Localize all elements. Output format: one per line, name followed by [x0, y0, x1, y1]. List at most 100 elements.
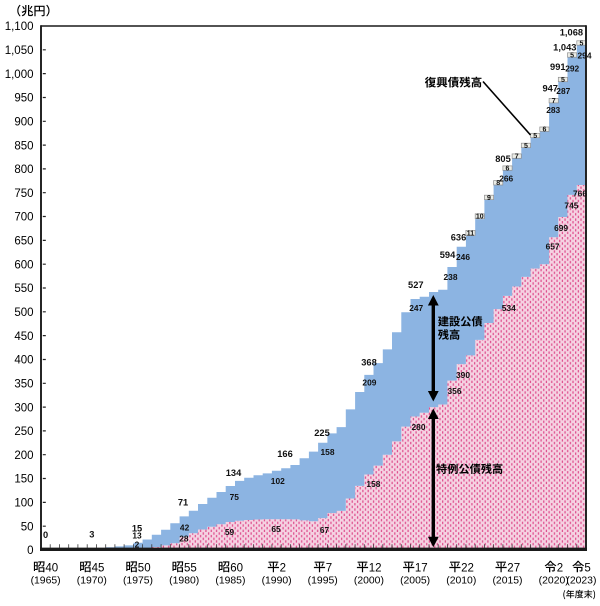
- svg-text:5: 5: [570, 52, 574, 59]
- svg-text:400: 400: [14, 355, 33, 367]
- svg-text:500: 500: [14, 307, 33, 319]
- svg-text:294: 294: [578, 51, 592, 61]
- svg-text:5: 5: [561, 77, 565, 84]
- svg-text:5: 5: [524, 143, 528, 150]
- svg-text:50: 50: [21, 521, 34, 533]
- svg-text:75: 75: [230, 492, 240, 502]
- svg-text:28: 28: [179, 533, 189, 543]
- svg-text:594: 594: [440, 250, 456, 260]
- svg-text:8: 8: [496, 180, 500, 187]
- svg-text:0: 0: [43, 530, 48, 540]
- svg-text:250: 250: [14, 426, 33, 438]
- svg-text:699: 699: [554, 223, 568, 233]
- svg-text:7: 7: [326, 562, 332, 574]
- svg-text:158: 158: [366, 479, 380, 489]
- svg-text:(2015): (2015): [492, 575, 522, 586]
- svg-text:805: 805: [495, 154, 511, 164]
- svg-text:6: 6: [506, 166, 510, 173]
- svg-text:(1980): (1980): [169, 575, 199, 586]
- svg-text:6: 6: [542, 127, 546, 134]
- svg-text:(2020): (2020): [539, 575, 569, 586]
- svg-text:(1970): (1970): [77, 575, 107, 586]
- svg-text:(2010): (2010): [446, 575, 476, 586]
- svg-text:283: 283: [546, 105, 560, 115]
- svg-text:15: 15: [132, 524, 142, 534]
- svg-text:950: 950: [14, 93, 33, 105]
- svg-text:900: 900: [14, 117, 33, 129]
- svg-text:266: 266: [499, 174, 513, 184]
- svg-text:947: 947: [542, 83, 558, 93]
- svg-text:5: 5: [579, 40, 583, 47]
- svg-text:1,050: 1,050: [5, 45, 34, 57]
- svg-text:2: 2: [280, 562, 286, 574]
- svg-text:850: 850: [14, 140, 33, 152]
- svg-text:102: 102: [271, 476, 285, 486]
- svg-text:0: 0: [27, 545, 33, 557]
- svg-text:7: 7: [515, 154, 519, 161]
- svg-text:9: 9: [487, 195, 491, 202]
- svg-text:745: 745: [564, 200, 578, 210]
- svg-text:22: 22: [461, 562, 474, 574]
- svg-text:50: 50: [138, 562, 151, 574]
- svg-text:247: 247: [409, 303, 423, 313]
- svg-text:(1990): (1990): [262, 575, 292, 586]
- svg-text:200: 200: [14, 450, 33, 462]
- svg-text:(1975): (1975): [123, 575, 153, 586]
- svg-text:238: 238: [444, 272, 458, 282]
- svg-text:3: 3: [89, 530, 94, 540]
- svg-text:209: 209: [362, 378, 376, 388]
- svg-text:158: 158: [321, 447, 335, 457]
- svg-text:12: 12: [369, 562, 382, 574]
- svg-text:45: 45: [92, 562, 105, 574]
- svg-text:700: 700: [14, 212, 33, 224]
- svg-text:450: 450: [14, 331, 33, 343]
- svg-text:67: 67: [320, 525, 330, 535]
- svg-text:280: 280: [412, 422, 426, 432]
- svg-text:2: 2: [135, 540, 140, 550]
- svg-text:287: 287: [556, 86, 570, 96]
- svg-text:(2023): (2023): [566, 575, 596, 586]
- svg-text:55: 55: [184, 562, 197, 574]
- svg-text:300: 300: [14, 402, 33, 414]
- svg-text:657: 657: [546, 241, 560, 251]
- svg-text:7: 7: [552, 98, 556, 105]
- svg-text:246: 246: [456, 252, 470, 262]
- svg-text:(1985): (1985): [215, 575, 245, 586]
- svg-text:2: 2: [557, 562, 563, 574]
- svg-text:225: 225: [314, 428, 330, 438]
- svg-text:100: 100: [14, 498, 33, 510]
- svg-text:40: 40: [45, 562, 58, 574]
- svg-text:368: 368: [361, 358, 377, 368]
- svg-text:60: 60: [230, 562, 243, 574]
- svg-text:(2005): (2005): [400, 575, 430, 586]
- svg-text:636: 636: [451, 233, 467, 243]
- svg-text:17: 17: [415, 562, 428, 574]
- svg-text:650: 650: [14, 236, 33, 248]
- svg-text:527: 527: [408, 280, 424, 290]
- svg-text:1,000: 1,000: [5, 69, 34, 81]
- svg-text:1,100: 1,100: [5, 21, 34, 33]
- svg-text:800: 800: [14, 164, 33, 176]
- svg-text:134: 134: [226, 468, 242, 478]
- svg-text:991: 991: [550, 62, 566, 72]
- svg-text:11: 11: [467, 230, 475, 237]
- svg-text:13: 13: [132, 531, 142, 541]
- svg-text:600: 600: [14, 259, 33, 271]
- svg-text:166: 166: [277, 449, 293, 459]
- svg-text:1,068: 1,068: [560, 27, 583, 37]
- svg-text:5: 5: [533, 133, 537, 140]
- svg-text:150: 150: [14, 474, 33, 486]
- svg-text:1,043: 1,043: [553, 43, 576, 53]
- svg-text:71: 71: [178, 498, 188, 508]
- svg-text:65: 65: [271, 524, 281, 534]
- svg-text:550: 550: [14, 283, 33, 295]
- svg-text:356: 356: [448, 386, 462, 396]
- svg-text:(1995): (1995): [308, 575, 338, 586]
- svg-text:59: 59: [225, 527, 235, 537]
- svg-text:350: 350: [14, 379, 33, 391]
- svg-text:390: 390: [456, 370, 470, 380]
- svg-text:10: 10: [476, 214, 484, 221]
- svg-text:766: 766: [573, 189, 587, 199]
- svg-text:292: 292: [565, 64, 579, 74]
- svg-text:5: 5: [584, 562, 590, 574]
